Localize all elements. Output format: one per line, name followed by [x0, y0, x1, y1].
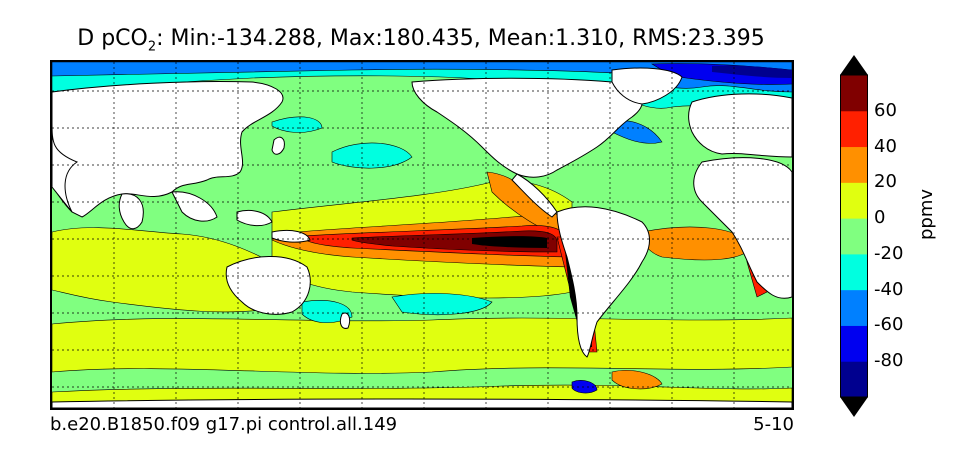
colorbar-max-extend	[840, 55, 868, 75]
colorbar-segment	[840, 110, 868, 148]
colorbar-tick-label: -20	[874, 242, 904, 264]
new-guinea-land	[271, 229, 311, 243]
colorbar-tick-label: -80	[874, 350, 904, 372]
antarctica-land	[52, 398, 792, 408]
plot-title: D pCO2: Min:-134.288, Max:180.435, Mean:…	[77, 26, 765, 55]
colorbar-segment	[840, 325, 868, 362]
southeast-asia-land	[171, 191, 218, 222]
tasman-cyan	[301, 300, 353, 323]
colorbar-min-extend	[840, 397, 868, 417]
arctic-lightblue	[52, 62, 792, 93]
colorbar-tick-label: -60	[874, 314, 904, 336]
map-panel	[50, 60, 794, 410]
graticule	[52, 62, 792, 408]
new-zealand-land	[339, 312, 351, 329]
europe-land	[688, 93, 792, 158]
colorbar-segment	[840, 253, 868, 291]
colorbar-segment	[840, 289, 868, 326]
colorbar-tick-label: 40	[874, 135, 897, 157]
australia-land	[225, 256, 311, 315]
africa-land	[693, 157, 792, 299]
colorbar-tick-label: -40	[874, 278, 904, 300]
south-atlantic-orange	[641, 226, 753, 261]
south-pacific-cyan	[391, 293, 493, 316]
japan-land	[271, 136, 285, 155]
ocean-map	[52, 62, 792, 408]
colorbar-segment	[840, 146, 868, 183]
central-america-land	[511, 173, 558, 218]
labrador-blue	[611, 120, 663, 144]
south-america-land	[556, 206, 650, 358]
greenland-land	[611, 67, 683, 105]
colorbar	[840, 55, 868, 417]
colorbar-tick-label: 60	[874, 99, 897, 121]
colorbar-tick-label: 20	[874, 171, 897, 193]
kamchatka-cyan	[271, 116, 323, 133]
colorbar-segment	[840, 182, 868, 219]
weddell-blue	[571, 380, 598, 394]
colorbar-label: ppmv	[916, 188, 937, 240]
antarctic-orange	[611, 370, 663, 390]
colorbar-segment	[840, 361, 868, 398]
east-africa-land	[52, 121, 79, 213]
southern-yellow-band	[52, 317, 792, 374]
eurasia-land	[52, 81, 284, 218]
colorbar-tick-label: 0	[874, 207, 886, 229]
colorbar-segment	[840, 218, 868, 255]
india-land	[118, 193, 144, 230]
years-label: 5-10	[753, 414, 794, 435]
colorbar-segment	[840, 75, 868, 112]
case-name-label: b.e20.B1850.f09 g17.pi control.all.149	[50, 414, 398, 435]
greenland-sea-navy	[712, 65, 792, 78]
borneo-land	[236, 209, 273, 227]
